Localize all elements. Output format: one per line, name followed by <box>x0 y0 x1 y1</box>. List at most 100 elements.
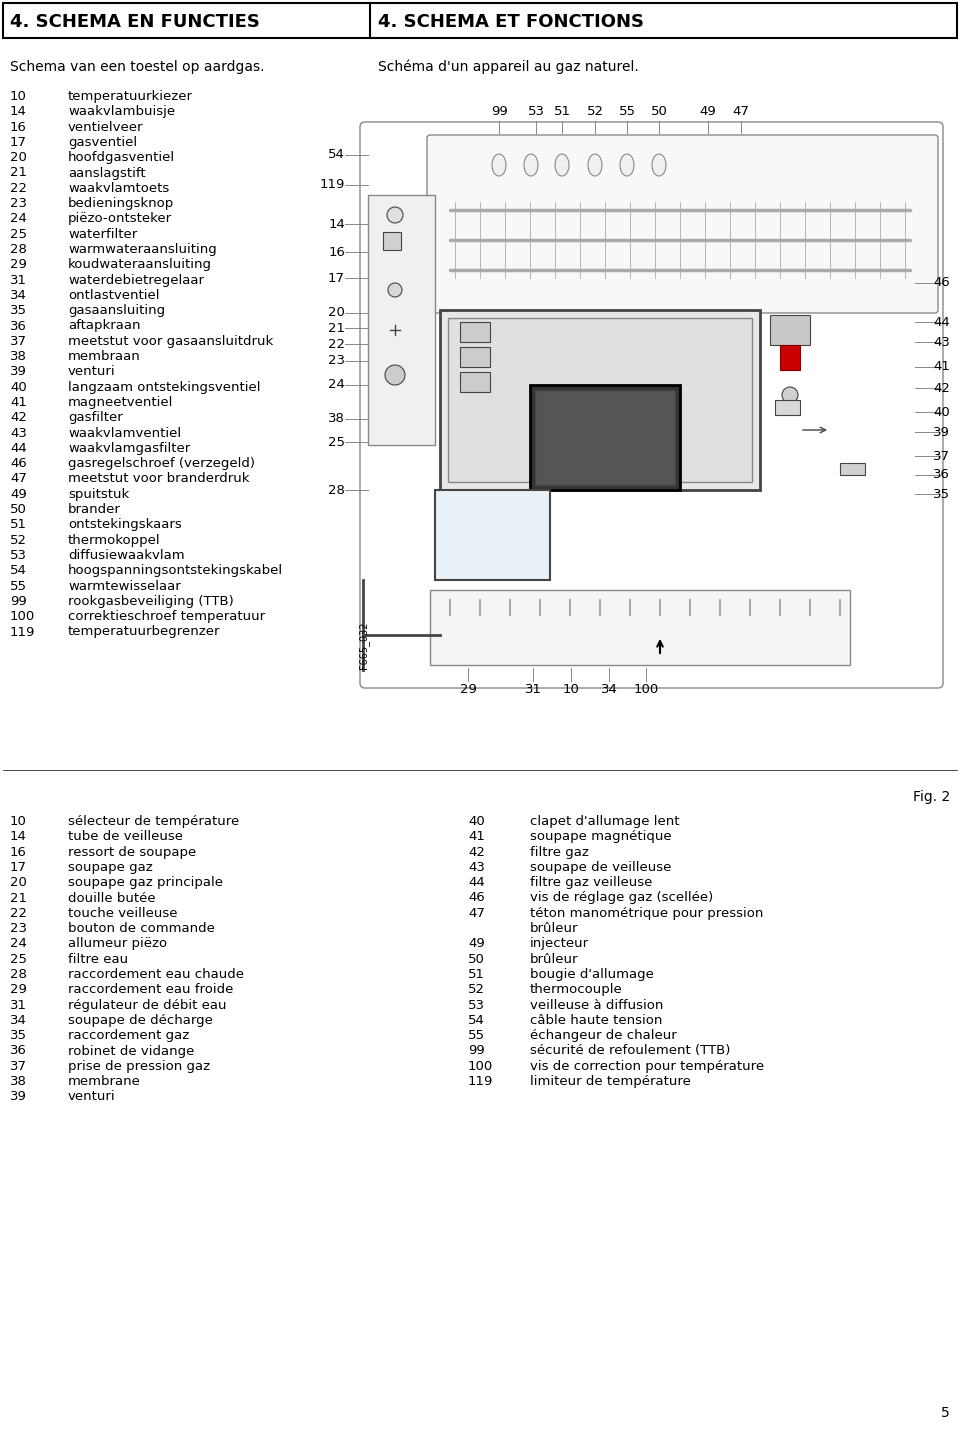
Text: 34: 34 <box>10 1014 27 1027</box>
Ellipse shape <box>524 154 538 176</box>
Text: 10: 10 <box>10 815 27 828</box>
Text: 36: 36 <box>10 319 27 333</box>
Text: 38: 38 <box>10 1075 27 1088</box>
Text: 54: 54 <box>468 1014 485 1027</box>
Text: magneetventiel: magneetventiel <box>68 396 174 409</box>
Text: bouton de commande: bouton de commande <box>68 922 215 935</box>
Text: ressort de soupape: ressort de soupape <box>68 845 196 858</box>
Text: 49: 49 <box>468 938 485 951</box>
Text: 23: 23 <box>10 197 27 210</box>
Text: filtre gaz: filtre gaz <box>530 845 588 858</box>
Text: 16: 16 <box>10 845 27 858</box>
Ellipse shape <box>620 154 634 176</box>
Text: warmtewisselaar: warmtewisselaar <box>68 579 180 592</box>
Bar <box>460 347 490 368</box>
Text: 40: 40 <box>933 406 950 419</box>
Text: 37: 37 <box>10 335 27 347</box>
Text: raccordement gaz: raccordement gaz <box>68 1030 189 1042</box>
Text: douille butée: douille butée <box>68 891 156 905</box>
Text: régulateur de débit eau: régulateur de débit eau <box>68 998 227 1011</box>
Text: 50: 50 <box>468 952 485 965</box>
Bar <box>435 490 550 581</box>
Circle shape <box>388 283 402 297</box>
Text: 16: 16 <box>328 246 345 259</box>
Text: 41: 41 <box>933 360 950 373</box>
Text: 53: 53 <box>10 549 27 562</box>
Text: 4. SCHEMA EN FUNCTIES: 4. SCHEMA EN FUNCTIES <box>10 13 260 31</box>
Text: gasventiel: gasventiel <box>68 136 137 149</box>
Bar <box>430 591 850 665</box>
Bar <box>780 345 800 370</box>
Text: vis de réglage gaz (scellée): vis de réglage gaz (scellée) <box>530 891 713 905</box>
Text: 43: 43 <box>10 426 27 439</box>
Text: 29: 29 <box>10 984 27 997</box>
Text: 31: 31 <box>524 684 541 696</box>
Text: injecteur: injecteur <box>530 938 589 951</box>
Bar <box>383 232 401 250</box>
Text: 43: 43 <box>933 336 950 349</box>
FancyBboxPatch shape <box>427 134 938 313</box>
Text: 35: 35 <box>10 1030 27 1042</box>
Text: 100: 100 <box>468 1060 493 1072</box>
Text: 47: 47 <box>10 472 27 486</box>
Text: 46: 46 <box>468 891 485 905</box>
Text: 10: 10 <box>10 90 27 103</box>
Text: rookgasbeveiliging (TTB): rookgasbeveiliging (TTB) <box>68 595 233 608</box>
Text: 25: 25 <box>10 952 27 965</box>
Text: 22: 22 <box>328 337 345 350</box>
Text: sécurité de refoulement (TTB): sécurité de refoulement (TTB) <box>530 1044 731 1058</box>
Text: 39: 39 <box>10 366 27 379</box>
Text: brander: brander <box>68 503 121 516</box>
Text: temperatuurbegrenzer: temperatuurbegrenzer <box>68 625 221 639</box>
Text: Schéma d'un appareil au gaz naturel.: Schéma d'un appareil au gaz naturel. <box>378 60 638 74</box>
Text: 42: 42 <box>10 412 27 425</box>
Text: venturi: venturi <box>68 1091 115 1104</box>
Text: 31: 31 <box>10 273 27 286</box>
Text: soupape de décharge: soupape de décharge <box>68 1014 213 1027</box>
Text: robinet de vidange: robinet de vidange <box>68 1044 194 1058</box>
Text: meetstut voor gasaansluitdruk: meetstut voor gasaansluitdruk <box>68 335 274 347</box>
Text: 22: 22 <box>10 907 27 919</box>
Text: 24: 24 <box>10 938 27 951</box>
Text: raccordement eau chaude: raccordement eau chaude <box>68 968 244 981</box>
Text: 24: 24 <box>328 379 345 392</box>
Text: 43: 43 <box>468 861 485 874</box>
Text: 41: 41 <box>10 396 27 409</box>
Text: clapet d'allumage lent: clapet d'allumage lent <box>530 815 680 828</box>
Text: 52: 52 <box>468 984 485 997</box>
Text: 23: 23 <box>10 922 27 935</box>
Text: hoofdgasventiel: hoofdgasventiel <box>68 152 175 164</box>
Text: 40: 40 <box>468 815 485 828</box>
Text: 37: 37 <box>933 449 950 462</box>
Text: bedieningsknop: bedieningsknop <box>68 197 175 210</box>
Text: gasfilter: gasfilter <box>68 412 123 425</box>
Text: venturi: venturi <box>68 366 115 379</box>
Text: thermokoppel: thermokoppel <box>68 533 160 546</box>
Text: aftapkraan: aftapkraan <box>68 319 140 333</box>
Text: 55: 55 <box>10 579 27 592</box>
Text: 41: 41 <box>468 831 485 844</box>
Circle shape <box>387 207 403 223</box>
Text: 29: 29 <box>10 259 27 272</box>
Text: waterdebietregelaar: waterdebietregelaar <box>68 273 204 286</box>
Text: filtre eau: filtre eau <box>68 952 128 965</box>
Text: touche veilleuse: touche veilleuse <box>68 907 178 919</box>
Text: échangeur de chaleur: échangeur de chaleur <box>530 1030 677 1042</box>
Text: soupape de veilleuse: soupape de veilleuse <box>530 861 671 874</box>
Text: 52: 52 <box>587 104 604 119</box>
Text: waakvlamtoets: waakvlamtoets <box>68 182 169 194</box>
Text: Schema van een toestel op aardgas.: Schema van een toestel op aardgas. <box>10 60 265 74</box>
Bar <box>535 390 675 485</box>
Text: 119: 119 <box>320 179 345 192</box>
Text: 28: 28 <box>10 968 27 981</box>
Text: 36: 36 <box>10 1044 27 1058</box>
Text: 16: 16 <box>10 120 27 133</box>
Text: 10: 10 <box>563 684 580 696</box>
Text: 46: 46 <box>933 276 950 289</box>
Text: bougie d'allumage: bougie d'allumage <box>530 968 654 981</box>
Text: 40: 40 <box>10 380 27 393</box>
Text: 34: 34 <box>10 289 27 302</box>
Text: 99: 99 <box>10 595 27 608</box>
Text: 100: 100 <box>10 611 36 623</box>
Text: 47: 47 <box>468 907 485 919</box>
